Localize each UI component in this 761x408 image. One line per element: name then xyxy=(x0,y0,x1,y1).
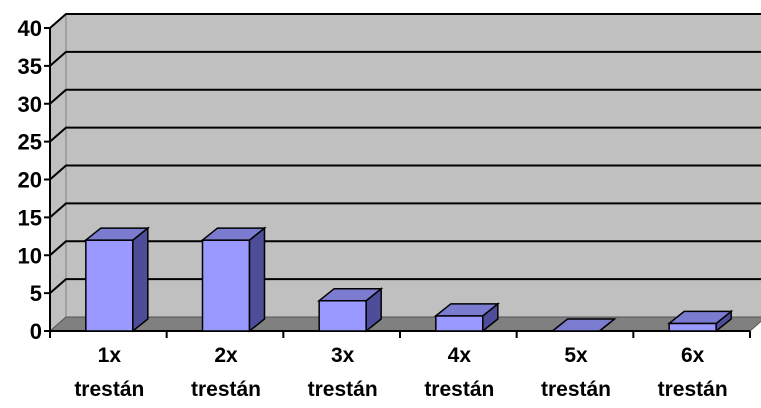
gridline xyxy=(49,126,761,143)
x-axis-categories: 1x trestán 2x trestán 3x trestán 4x trestán 5x tr… xyxy=(74,344,727,401)
y-tick-label: 10 xyxy=(18,243,42,268)
bars xyxy=(83,226,734,333)
bar-top xyxy=(667,310,734,325)
y-tick-label: 30 xyxy=(18,92,42,117)
bar-front xyxy=(318,299,367,332)
x-category-label-line: trestán xyxy=(191,378,261,401)
gridline xyxy=(49,50,761,67)
x-category-label-line: trestán xyxy=(658,378,728,401)
gridline xyxy=(49,88,761,105)
gridline xyxy=(49,202,761,219)
x-category-label-line: 3x xyxy=(331,344,355,367)
axes xyxy=(44,27,751,338)
bar-front xyxy=(668,322,717,332)
y-tick-label: 15 xyxy=(18,205,42,230)
y-tick-label: 5 xyxy=(30,281,42,306)
bar xyxy=(433,302,500,333)
x-category-label: 4x trestán xyxy=(424,344,494,401)
bar xyxy=(550,318,617,332)
x-category-label-line: trestán xyxy=(541,378,611,401)
x-category-label-line: trestán xyxy=(74,378,144,401)
floor xyxy=(48,316,761,332)
bar-side xyxy=(132,226,149,333)
gridlines xyxy=(49,13,761,294)
bar-front xyxy=(85,239,134,332)
y-tick-label: 35 xyxy=(18,54,42,79)
x-category-label-line: 2x xyxy=(214,344,238,367)
bar xyxy=(317,287,384,333)
bar-top xyxy=(550,318,617,332)
x-category-label-line: 5x xyxy=(564,344,588,367)
x-category-label: 5x trestán xyxy=(541,344,611,401)
bar xyxy=(83,226,150,333)
bar xyxy=(200,226,267,333)
y-tick-label: 20 xyxy=(18,168,42,193)
bar xyxy=(667,309,734,333)
chart-walls xyxy=(48,12,761,333)
gridline xyxy=(49,240,761,257)
bar-side xyxy=(248,226,266,333)
x-category-label-line: 4x xyxy=(448,344,472,367)
y-axis-ticks: 0 5 10 15 20 25 30 35 40 xyxy=(18,16,42,344)
x-category-label: 3x trestán xyxy=(308,344,378,401)
x-category-label-line: trestán xyxy=(308,378,378,401)
bar-front xyxy=(201,239,251,332)
y-tick-label: 40 xyxy=(18,16,42,41)
x-category-label-line: 6x xyxy=(681,344,705,367)
gridline xyxy=(49,13,761,29)
bar-front xyxy=(435,315,484,332)
x-category-label: 1x trestán xyxy=(74,344,144,401)
bar-top xyxy=(433,303,500,317)
y-tick-label: 25 xyxy=(18,130,42,155)
x-category-label-line: 1x xyxy=(98,344,122,367)
bar-top xyxy=(83,227,150,241)
y-tick-label: 0 xyxy=(30,319,42,344)
bar-top xyxy=(200,227,267,241)
x-category-label: 2x trestán xyxy=(191,344,261,401)
bar-top xyxy=(317,287,384,302)
x-category-label-line: trestán xyxy=(424,378,494,401)
gridline xyxy=(49,278,761,294)
gridline xyxy=(49,164,761,181)
x-category-label: 6x trestán xyxy=(658,344,728,401)
